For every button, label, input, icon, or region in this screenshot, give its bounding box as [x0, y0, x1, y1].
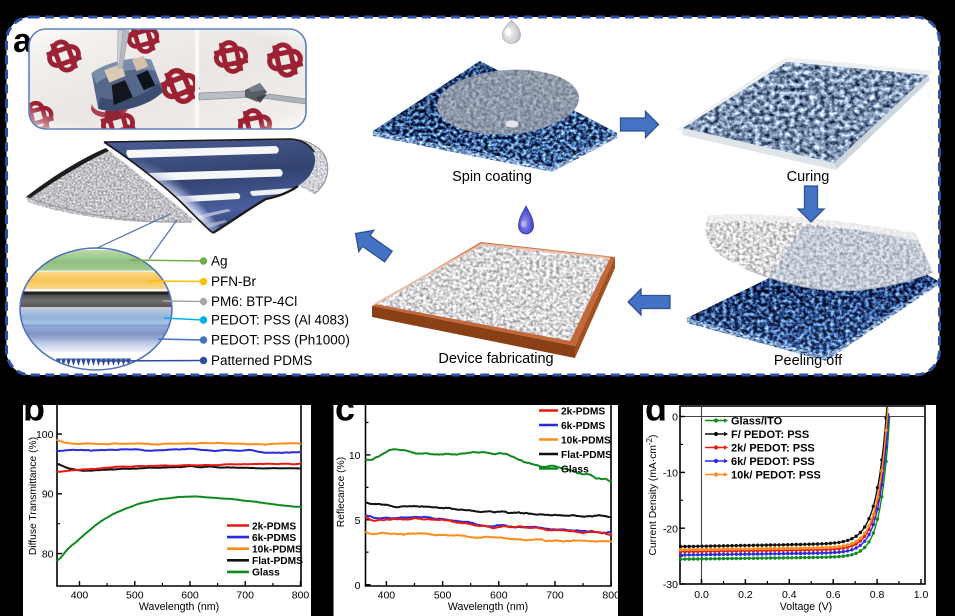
svg-text:Diffuse Transmittance (%): Diffuse Transmittance (%)	[28, 437, 39, 555]
svg-text:400: 400	[378, 590, 396, 602]
svg-text:1.0: 1.0	[914, 589, 929, 601]
svg-text:90: 90	[42, 489, 54, 501]
svg-text:Reflecance (%): Reflecance (%)	[336, 457, 347, 527]
svg-text:PEDOT: PSS (Al 4083): PEDOT: PSS (Al 4083)	[211, 313, 349, 328]
svg-text:80: 80	[42, 548, 54, 560]
svg-text:700: 700	[236, 590, 254, 602]
svg-text:0.4: 0.4	[782, 589, 797, 601]
svg-text:Voltage (V): Voltage (V)	[780, 601, 832, 613]
svg-text:700: 700	[546, 590, 564, 602]
svg-text:800: 800	[292, 590, 310, 602]
svg-text:-20: -20	[663, 523, 678, 535]
svg-text:100: 100	[36, 429, 54, 441]
svg-text:Wavelength (nm): Wavelength (nm)	[448, 601, 528, 613]
svg-text:PM6: BTP-4Cl: PM6: BTP-4Cl	[211, 294, 297, 309]
svg-text:a: a	[13, 22, 33, 60]
svg-text:-30: -30	[663, 579, 678, 591]
svg-text:2k/ PEDOT: PSS: 2k/ PEDOT: PSS	[731, 443, 815, 455]
svg-text:600: 600	[181, 590, 199, 602]
svg-text:2k-PDMS: 2k-PDMS	[561, 406, 605, 417]
svg-text:Glass/ITO: Glass/ITO	[731, 416, 783, 428]
svg-text:400: 400	[71, 590, 89, 602]
svg-text:0.8: 0.8	[870, 589, 885, 601]
svg-text:PFN-Br: PFN-Br	[211, 274, 257, 289]
svg-text:10k/ PEDOT: PSS: 10k/ PEDOT: PSS	[731, 470, 821, 482]
svg-text:Flat-PDMS: Flat-PDMS	[252, 556, 303, 567]
svg-text:Peeling off: Peeling off	[774, 353, 843, 369]
svg-text:PEDOT: PSS (Ph1000): PEDOT: PSS (Ph1000)	[211, 333, 350, 348]
svg-text:6k/ PEDOT: PSS: 6k/ PEDOT: PSS	[731, 456, 815, 468]
svg-text:c: c	[335, 388, 355, 429]
svg-text:10k-PDMS: 10k-PDMS	[252, 545, 302, 556]
svg-text:600: 600	[490, 590, 508, 602]
svg-text:0.0: 0.0	[694, 589, 709, 601]
svg-text:Flat-PDMS: Flat-PDMS	[561, 450, 612, 461]
svg-text:Current Density (mA·cm-2): Current Density (mA·cm-2)	[645, 435, 660, 556]
svg-text:Curing: Curing	[787, 169, 830, 185]
svg-text:Patterned PDMS: Patterned PDMS	[211, 353, 312, 368]
svg-text:0.6: 0.6	[826, 589, 841, 601]
svg-text:0: 0	[672, 412, 678, 424]
svg-text:Wavelength (nm): Wavelength (nm)	[139, 601, 219, 613]
svg-text:6k-PDMS: 6k-PDMS	[252, 533, 296, 544]
svg-text:F/ PEDOT: PSS: F/ PEDOT: PSS	[731, 429, 809, 441]
svg-text:Glass: Glass	[561, 464, 589, 475]
svg-text:500: 500	[434, 590, 452, 602]
svg-text:800: 800	[602, 590, 620, 602]
svg-text:d: d	[645, 388, 667, 429]
svg-text:-10: -10	[663, 468, 678, 480]
svg-text:10: 10	[349, 450, 361, 462]
svg-text:5: 5	[355, 515, 361, 527]
svg-text:0.2: 0.2	[738, 589, 753, 601]
svg-text:10k-PDMS: 10k-PDMS	[561, 435, 611, 446]
svg-text:500: 500	[126, 590, 144, 602]
svg-text:0: 0	[355, 580, 361, 592]
svg-text:Ag: Ag	[211, 254, 228, 269]
svg-text:6k-PDMS: 6k-PDMS	[561, 421, 605, 432]
svg-text:b: b	[23, 388, 45, 429]
svg-text:Device fabricating: Device fabricating	[438, 351, 553, 367]
svg-text:2k-PDMS: 2k-PDMS	[252, 521, 296, 532]
svg-text:Glass: Glass	[252, 568, 280, 579]
svg-text:Spin coating: Spin coating	[452, 169, 532, 185]
